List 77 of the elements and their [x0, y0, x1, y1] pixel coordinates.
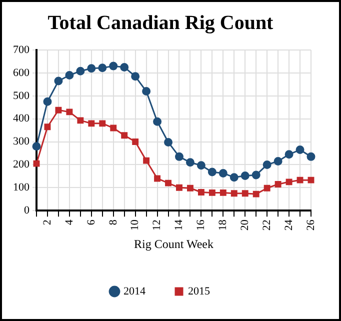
y-tick-label: 700: [13, 44, 30, 56]
point: [32, 142, 41, 151]
point: [240, 171, 250, 180]
point: [230, 173, 238, 182]
point: [308, 176, 314, 184]
x-tick-label: 6: [85, 219, 98, 226]
point: [296, 176, 304, 184]
point: [296, 146, 304, 154]
point: [154, 175, 161, 182]
x-tick-label: 8: [107, 219, 120, 226]
point: [242, 190, 248, 197]
point: [131, 72, 140, 81]
point: [174, 152, 184, 161]
point: [164, 138, 173, 146]
point: [99, 120, 106, 127]
point: [274, 180, 282, 188]
point: [176, 184, 182, 191]
x-tick-label: 22: [260, 220, 273, 231]
y-tick-label: 300: [13, 136, 30, 148]
point: [274, 157, 282, 166]
y-tick-label: 200: [13, 158, 30, 171]
point: [252, 170, 260, 180]
x-tick-label: 18: [217, 219, 230, 231]
point: [121, 132, 128, 139]
point: [196, 161, 206, 170]
point: [33, 160, 40, 167]
x-tick-label: 4: [63, 219, 76, 226]
point: [220, 189, 226, 196]
point: [88, 120, 95, 127]
point: [165, 180, 172, 186]
y-tick-label: 400: [13, 112, 30, 125]
point: [132, 138, 139, 145]
chart-title: Total Canadian Rig Count: [48, 12, 274, 34]
x-tick-label: 14: [173, 219, 186, 231]
point: [44, 124, 51, 130]
x-tick-label: 20: [239, 219, 252, 231]
point: [76, 66, 85, 76]
point: [218, 168, 228, 178]
x-tick-label: 2: [41, 220, 54, 226]
point: [306, 152, 316, 161]
point: [143, 157, 150, 164]
point: [98, 64, 107, 72]
point: [186, 158, 194, 167]
x-tick-label: 12: [151, 220, 164, 231]
point: [186, 184, 194, 192]
point: [66, 108, 73, 116]
point: [65, 70, 74, 80]
point: [142, 87, 151, 96]
point: [262, 160, 272, 169]
x-tick-label: 16: [195, 219, 208, 231]
point: [120, 62, 129, 72]
point: [208, 189, 216, 196]
y-tick-label: 500: [13, 90, 30, 102]
point: [198, 189, 204, 196]
x-tick-label: 10: [129, 219, 142, 231]
point: [264, 184, 270, 192]
point: [77, 117, 84, 124]
point: [252, 190, 260, 198]
point: [230, 190, 238, 197]
x-axis-title: Rig Count Week: [134, 236, 214, 251]
x-tick-label: 26: [304, 219, 317, 231]
point: [109, 62, 118, 70]
x-tick-label: 24: [282, 219, 295, 231]
y-tick-label: 100: [13, 182, 30, 194]
legend-label: 2015: [188, 285, 210, 298]
point: [110, 124, 117, 132]
point: [153, 117, 162, 126]
point: [55, 106, 62, 114]
point: [284, 150, 294, 159]
point: [43, 97, 52, 106]
y-tick-label: 0: [24, 204, 30, 216]
point: [208, 168, 216, 176]
point: [87, 64, 96, 73]
legend-label: 2014: [124, 285, 146, 298]
point: [54, 76, 63, 86]
point: [286, 178, 292, 186]
y-tick-label: 600: [13, 66, 30, 79]
